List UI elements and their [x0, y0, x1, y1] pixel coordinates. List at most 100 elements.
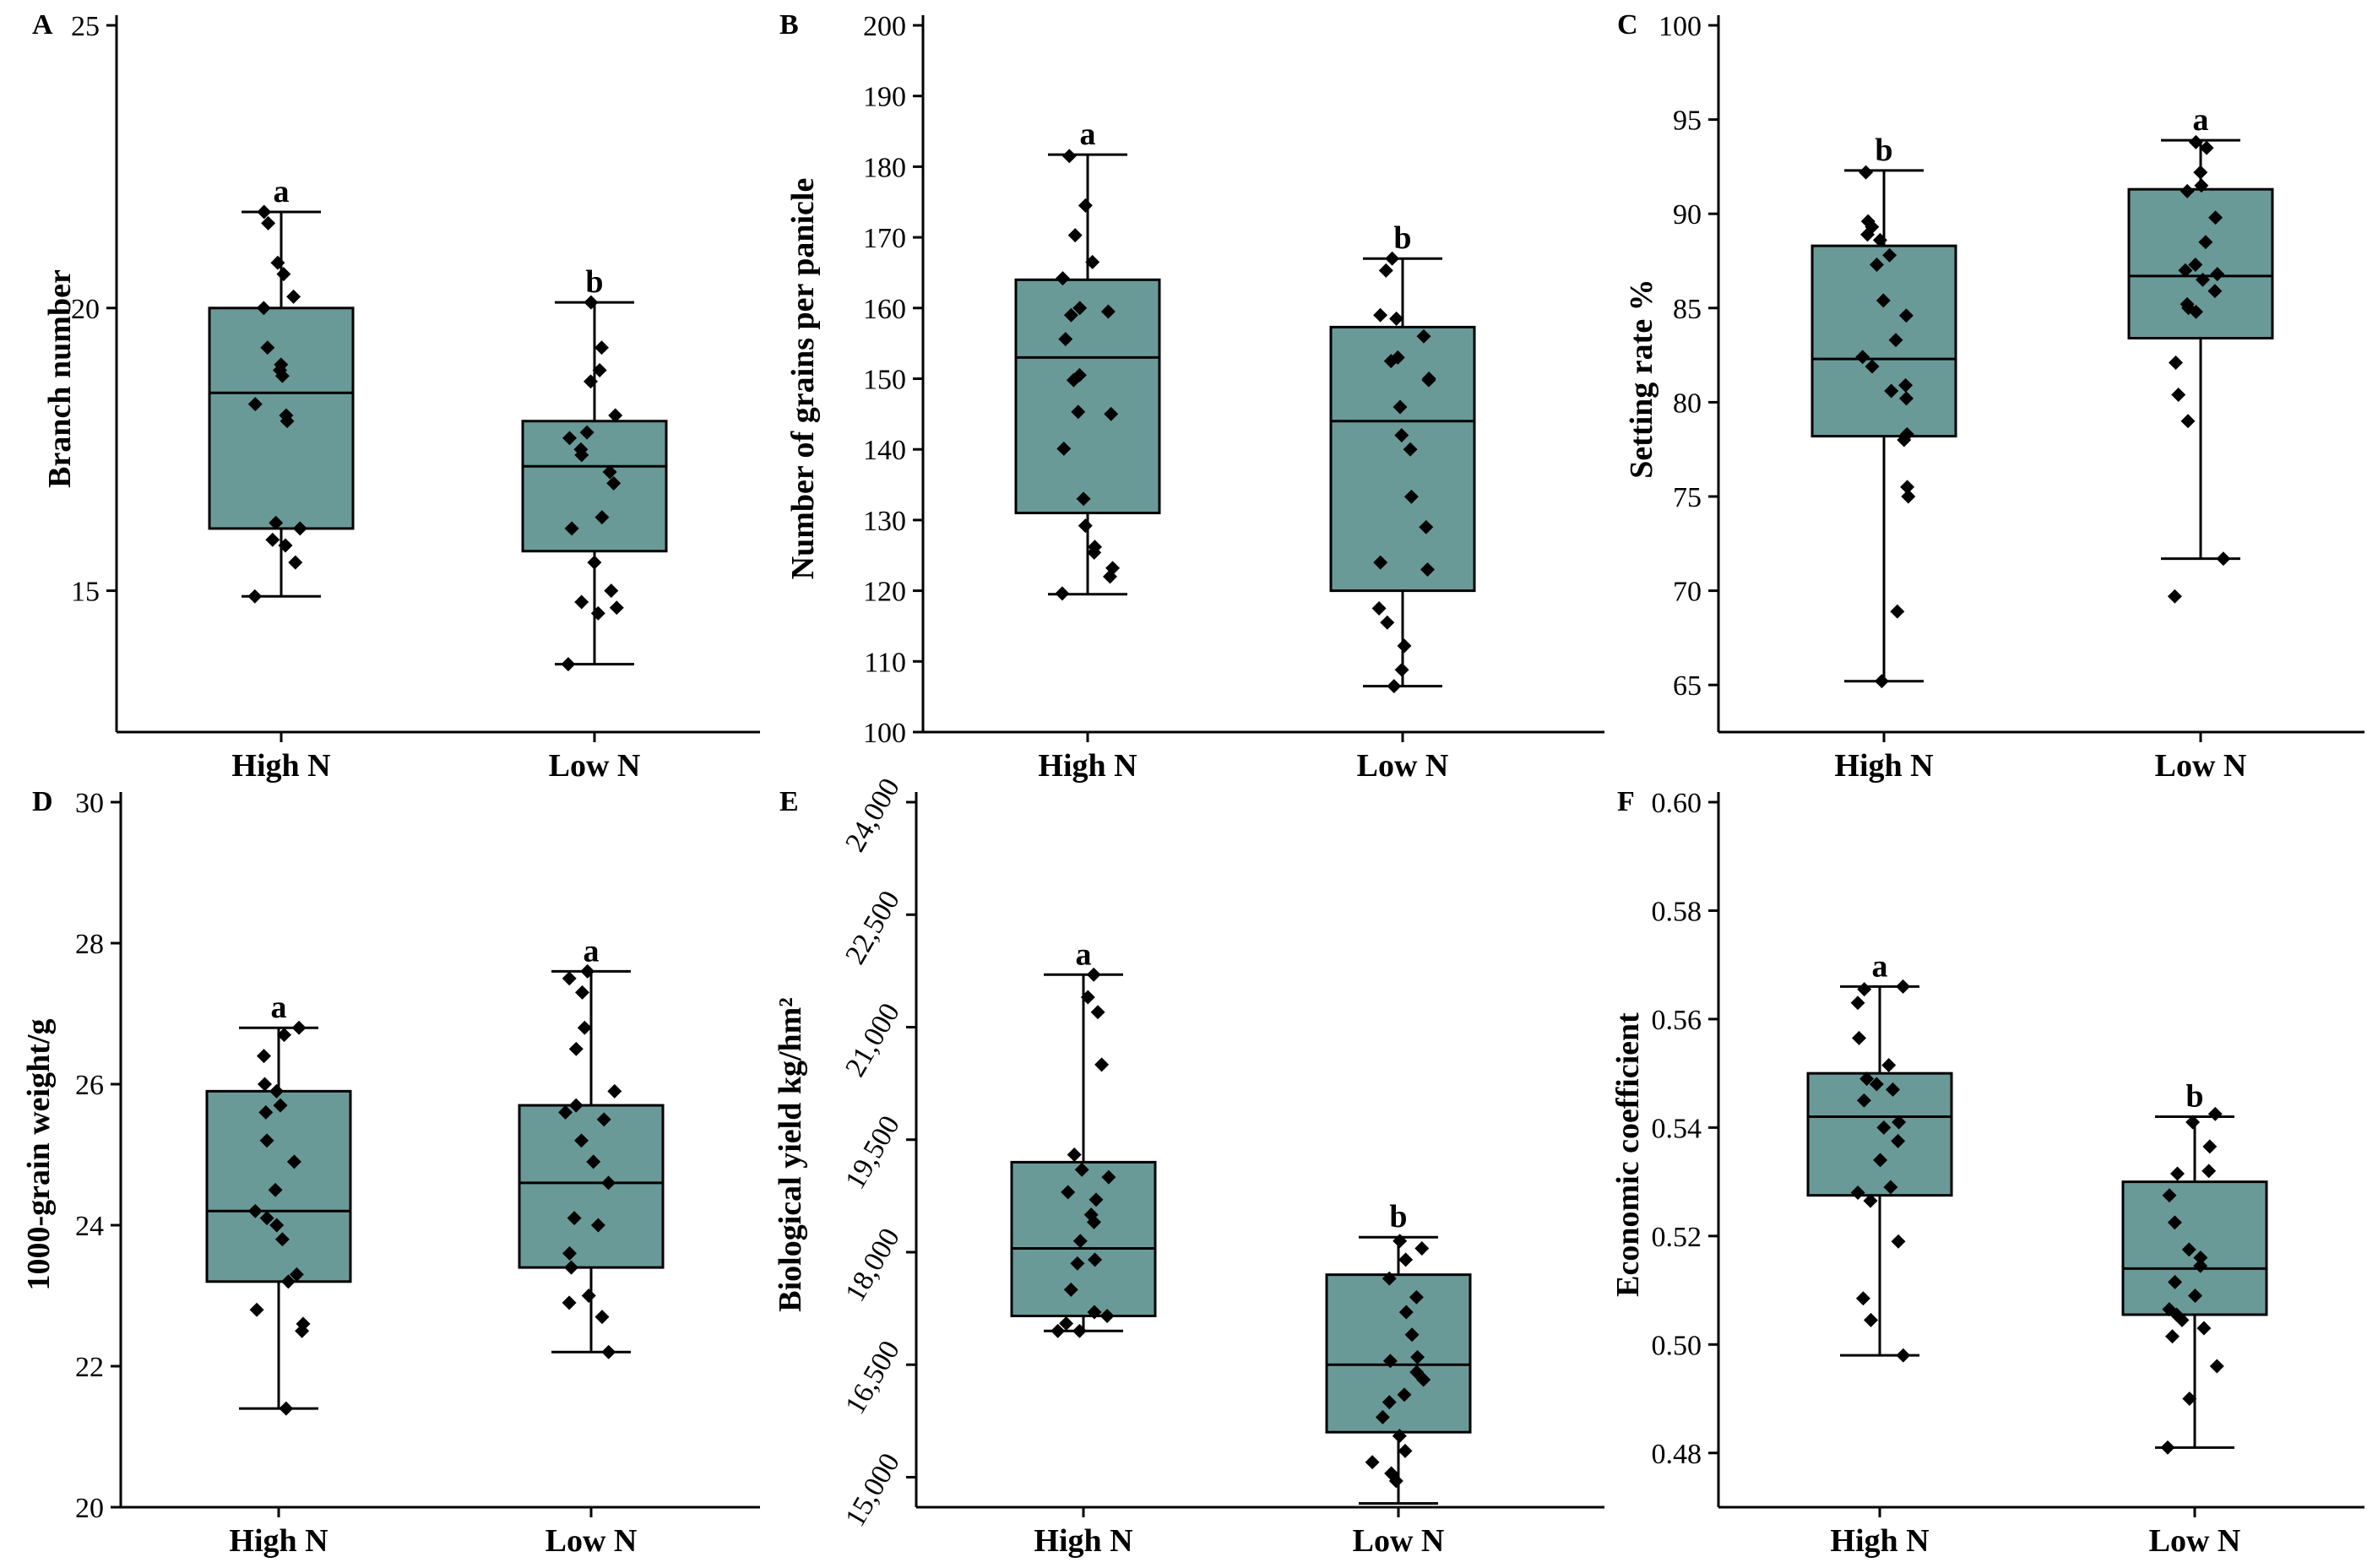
panel-d-low-n-point — [581, 1289, 596, 1303]
panel-d-y-tick-label: 26 — [75, 1070, 104, 1101]
panel-f-y-tick-label: 0.54 — [1652, 1113, 1702, 1144]
panel-a-high-n-point — [270, 255, 285, 270]
panel-b-x-tick-label: High N — [1038, 748, 1137, 784]
panel-f-letter: F — [1617, 786, 1635, 817]
panel-a-low-n-point — [584, 295, 599, 310]
panel-f-low-n-point — [2202, 1139, 2218, 1154]
panel-c-high-n-box — [1811, 244, 1957, 438]
panel-c-y-tick-label: 95 — [1673, 106, 1702, 137]
panel-d-low-n-point — [607, 1083, 622, 1099]
panel-f-x-tick-label: Low N — [2149, 1523, 2241, 1559]
panel-e-y-tick-label: 24,000 — [839, 773, 906, 857]
panel-a-y-tick-label: 20 — [71, 294, 100, 325]
panel-b-high-n-point — [1067, 228, 1083, 243]
panel-a-low-n-point — [606, 475, 622, 491]
panel-e-low-n-point — [1398, 1443, 1413, 1458]
panel-e-y-tick-label: 21,000 — [839, 998, 906, 1082]
panel-a-low-n-point — [594, 340, 609, 355]
panel-a-high-n-significance-letter: a — [274, 174, 290, 209]
panel-d-y-tick-label: 22 — [75, 1352, 104, 1383]
panel-c-high-n-significance-letter: b — [1875, 133, 1892, 168]
panel-c-y-axis-title: Setting rate % — [1624, 279, 1659, 478]
panel-a-low-n-point — [594, 510, 610, 525]
panel-e-x-tick-label: High N — [1034, 1523, 1132, 1559]
panel-f-low-n-point — [2209, 1359, 2224, 1374]
panel-c-low-n-significance-letter: a — [2193, 102, 2209, 138]
panel-b-low-n-point — [1380, 615, 1395, 630]
panel-b-low-n-box — [1329, 325, 1476, 593]
panel-c-y-tick-label: 90 — [1673, 199, 1702, 231]
panel-c-high-n-point — [1890, 604, 1905, 619]
panel-a-high-n-point — [257, 204, 272, 220]
panel-d-low-n-significance-letter: a — [584, 933, 600, 968]
panel-c-low-n-point — [2167, 589, 2182, 604]
panel-d-high-n-point — [249, 1302, 264, 1317]
panel-b-y-tick-label: 200 — [863, 11, 906, 42]
panel-c-x-tick-label: High N — [1834, 748, 1933, 784]
panel-a-low-n-point — [564, 521, 579, 536]
panel-e-low-n-point — [1398, 1252, 1414, 1267]
panel-d-y-tick-label: 24 — [75, 1211, 104, 1242]
panel-a-high-n-point — [276, 267, 291, 282]
panel-d-x-tick-label: Low N — [546, 1523, 638, 1559]
panel-f-high-n-point — [1891, 1234, 1906, 1249]
panel-a-high-n-box — [208, 307, 355, 530]
panel-d-low-n-point — [562, 1295, 577, 1310]
panel-a-low-n-point — [604, 583, 619, 599]
panel-c-y-tick-label: 80 — [1673, 388, 1702, 419]
panel-e-y-tick-label: 18,000 — [839, 1223, 906, 1307]
panel-f-low-n-point — [2207, 1106, 2223, 1121]
panel-a-low-n-point — [561, 657, 576, 672]
panel-b-y-tick-label: 130 — [863, 506, 906, 537]
panel-e-x-tick-label: Low N — [1353, 1523, 1445, 1559]
panel-e-high-n-point — [1094, 1057, 1110, 1072]
panel-f-high-n-significance-letter: a — [1872, 948, 1888, 984]
panel-d-high-n-significance-letter: a — [271, 990, 287, 1025]
panel-a-x-tick-label: Low N — [549, 748, 641, 784]
panel-a-low-n-point — [608, 408, 623, 423]
panel-d-y-tick-label: 20 — [75, 1493, 104, 1524]
panel-e-low-n-box — [1325, 1273, 1472, 1434]
panel-f-y-tick-label: 0.50 — [1652, 1330, 1702, 1361]
panel-e-low-n-significance-letter: b — [1389, 1199, 1407, 1234]
panel-e-y-axis-title: Biological yield kg/hm² — [773, 997, 808, 1311]
panel-b-y-tick-label: 100 — [863, 718, 906, 749]
panel-b-low-n-point — [1378, 263, 1393, 278]
panel-b-low-n-significance-letter: b — [1393, 220, 1411, 256]
panel-b-high-n-significance-letter: a — [1080, 117, 1096, 152]
panel-d-y-axis-title: 1000-grain weight/g — [21, 1019, 57, 1291]
panel-d-x-tick-label: High N — [229, 1523, 328, 1559]
panel-c-low-n-point — [2180, 414, 2196, 429]
panel-c-low-n-point — [2216, 551, 2231, 567]
panel-d-high-n-point — [279, 1401, 294, 1416]
panel-d-low-n-point — [568, 1041, 584, 1056]
panel-c-y-tick-label: 100 — [1659, 11, 1702, 42]
panel-b-y-tick-label: 150 — [863, 365, 906, 396]
panel-f-low-n-point — [2170, 1166, 2185, 1181]
panel-c-y-tick-label: 85 — [1673, 294, 1702, 325]
panel-f-low-n-point — [2201, 1164, 2217, 1179]
panel-c-y-tick-label: 75 — [1673, 482, 1702, 513]
panel-c-low-n-point — [2193, 165, 2208, 180]
panel-f-x-tick-label: High N — [1830, 1523, 1929, 1559]
panel-a-low-n-point — [609, 600, 624, 616]
panel-b-letter: B — [779, 9, 799, 41]
panel-d-low-n-point — [594, 1310, 610, 1325]
panel-e-high-n-significance-letter: a — [1076, 936, 1092, 972]
panel-d-low-n-point — [577, 1020, 592, 1035]
panel-f-y-axis-title: Economic coefficient — [1610, 1012, 1646, 1297]
panel-e-y-tick-label: 19,500 — [839, 1110, 906, 1194]
panel-b-y-tick-label: 110 — [864, 647, 906, 678]
panel-a-low-n-point — [592, 363, 607, 377]
panel-a-low-n-point — [579, 425, 594, 440]
panel-d-y-tick-label: 28 — [75, 929, 104, 960]
panel-c-high-n-point — [1874, 674, 1889, 689]
panel-b-y-tick-label: 160 — [863, 294, 906, 325]
panel-c-low-n-point — [2169, 355, 2183, 370]
panel-b-low-n-point — [1373, 307, 1388, 323]
panel-b-high-n-point — [1078, 518, 1093, 534]
panel-b-y-tick-label: 170 — [863, 223, 906, 254]
panel-e-y-tick-label: 15,000 — [839, 1448, 906, 1532]
panel-d-y-tick-label: 30 — [75, 788, 104, 819]
